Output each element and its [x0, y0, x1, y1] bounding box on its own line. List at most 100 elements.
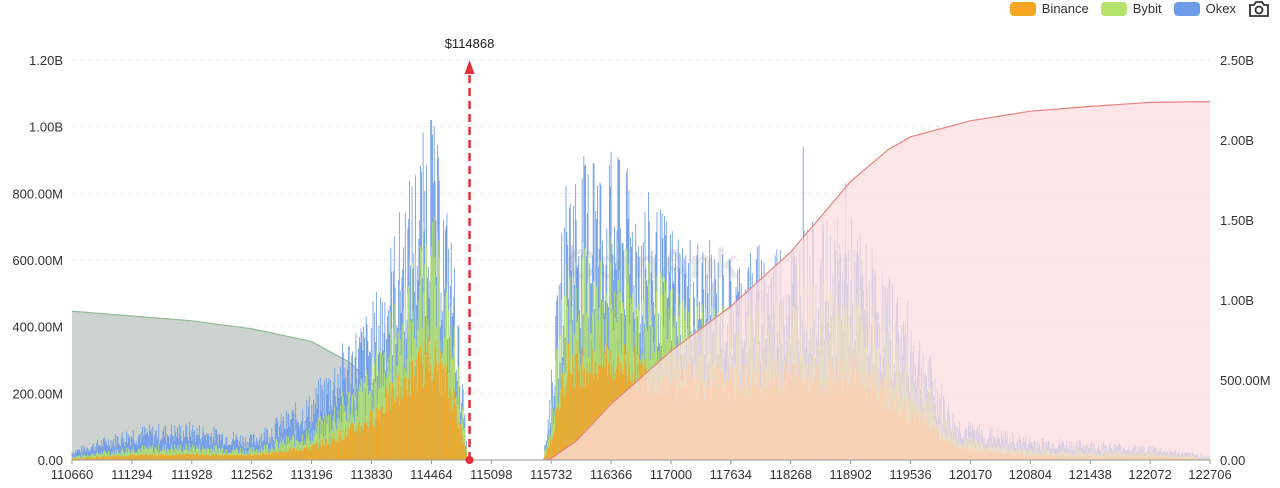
bar-binance — [405, 376, 407, 460]
bar-bybit — [243, 451, 245, 460]
bar-bybit — [368, 394, 370, 460]
bar-okex — [217, 445, 219, 460]
bar-bybit — [307, 433, 309, 460]
bar-bybit — [108, 451, 109, 460]
bar-binance — [152, 454, 154, 460]
camera-icon[interactable] — [1248, 0, 1272, 20]
bar-binance — [77, 458, 79, 460]
legend-item-bybit[interactable]: Bybit — [1100, 1, 1162, 16]
bar-binance — [96, 456, 98, 460]
bar-bybit — [348, 391, 350, 460]
bar-binance — [384, 414, 386, 460]
bar-okex — [92, 443, 94, 460]
bar-okex — [137, 444, 138, 460]
bar-bybit — [333, 415, 335, 460]
bar-binance — [211, 455, 213, 460]
legend-item-okex[interactable]: Okex — [1173, 1, 1236, 16]
bar-okex — [105, 441, 107, 460]
bar-bybit — [409, 258, 410, 460]
x-tick-label: 116366 — [590, 467, 632, 482]
bar-binance — [358, 422, 359, 460]
bar-okex — [228, 445, 229, 460]
bar-binance — [135, 456, 137, 460]
bar-bybit — [104, 451, 106, 460]
bar-okex — [214, 442, 216, 460]
bar-binance — [201, 453, 203, 460]
bar-bybit — [367, 384, 369, 460]
bar-binance — [411, 360, 413, 460]
bar-bybit — [566, 297, 568, 460]
bar-binance — [443, 363, 445, 460]
bar-bybit — [283, 438, 285, 460]
bar-okex — [231, 441, 233, 460]
bar-okex — [125, 442, 126, 460]
bar-binance — [83, 457, 85, 460]
bar-binance — [295, 451, 297, 460]
bar-okex — [103, 438, 104, 460]
bar-binance — [252, 454, 254, 460]
bar-bybit — [311, 432, 313, 460]
bar-binance — [326, 440, 328, 460]
bar-binance — [565, 393, 567, 460]
bar-bybit — [359, 387, 361, 460]
bar-binance — [193, 454, 195, 460]
bar-binance — [134, 454, 136, 460]
x-tick-label: 117000 — [650, 467, 692, 482]
bar-bybit — [100, 454, 102, 460]
bar-okex — [138, 434, 140, 460]
bar-binance — [195, 453, 197, 460]
bar-bybit — [184, 449, 186, 460]
bar-binance — [443, 369, 444, 460]
bar-bybit — [648, 262, 649, 460]
x-tick-label: 118902 — [829, 467, 871, 482]
bar-binance — [168, 455, 170, 460]
bar-binance — [588, 384, 590, 460]
bar-okex — [196, 427, 198, 460]
y-left-tick-label: 1.20B — [29, 53, 63, 68]
legend-item-binance[interactable]: Binance — [1009, 1, 1089, 16]
bar-okex — [177, 438, 179, 460]
bar-binance — [256, 454, 257, 460]
bar-bybit — [148, 449, 149, 460]
bar-okex — [74, 450, 76, 460]
bar-binance — [435, 346, 437, 460]
bar-okex — [228, 444, 230, 460]
bar-bybit — [185, 443, 187, 460]
bar-binance — [568, 343, 569, 460]
legend-swatch-okex — [1173, 1, 1200, 16]
bar-bybit — [192, 444, 194, 460]
bar-binance — [207, 454, 209, 460]
bar-binance — [436, 360, 438, 460]
bar-binance — [157, 456, 159, 460]
bar-binance — [464, 446, 466, 460]
bar-bybit — [315, 422, 317, 460]
bar-binance — [394, 402, 396, 460]
bar-binance — [404, 377, 405, 460]
bar-okex — [180, 426, 182, 460]
bar-bybit — [452, 356, 454, 460]
bar-binance — [186, 453, 188, 460]
bar-binance — [360, 424, 362, 460]
bar-okex — [296, 422, 298, 460]
bar-binance — [457, 422, 459, 460]
bar-bybit — [88, 455, 90, 460]
bar-binance — [142, 453, 144, 460]
bar-binance — [589, 361, 591, 460]
bar-okex — [222, 446, 224, 460]
bar-binance — [257, 454, 259, 460]
bar-binance — [382, 413, 384, 460]
bar-binance — [296, 451, 298, 460]
bar-binance — [272, 452, 274, 460]
bar-okex — [194, 430, 195, 460]
bar-binance — [296, 449, 297, 460]
bar-binance — [112, 455, 114, 460]
y-axis-left: 0.00 200.00M 400.00M 600.00M 800.00M 1.00B 1.2… — [12, 53, 63, 468]
bar-okex — [91, 445, 93, 460]
bar-binance — [101, 457, 103, 460]
bar-binance — [121, 456, 123, 460]
current-price-marker: $114868 — [445, 36, 494, 464]
bar-binance — [451, 408, 453, 460]
bar-binance — [574, 354, 576, 460]
bar-binance — [460, 426, 462, 460]
bar-bybit — [110, 451, 112, 460]
